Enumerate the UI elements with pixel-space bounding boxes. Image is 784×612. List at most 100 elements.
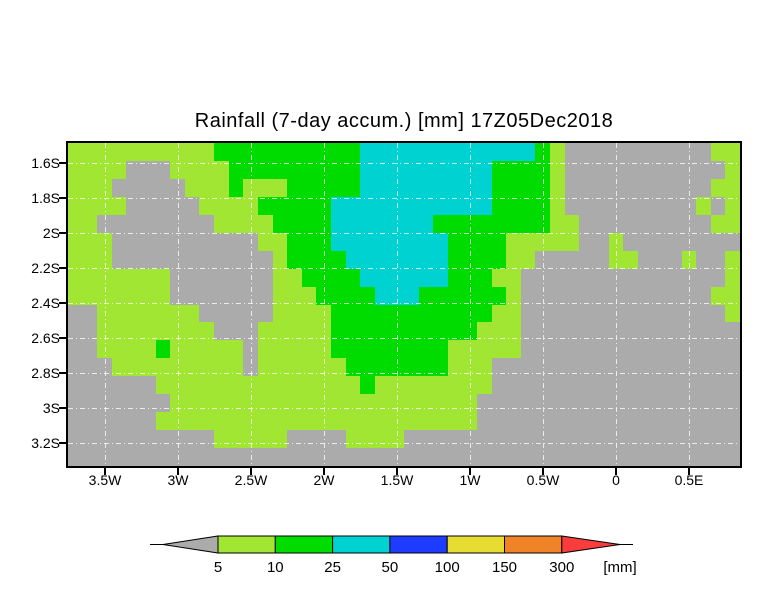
grid-cell	[214, 232, 229, 251]
grid-cell	[520, 268, 536, 287]
grid-cell	[506, 160, 521, 179]
grid-cell	[418, 178, 434, 197]
grid-cell	[184, 358, 200, 377]
grid-cell	[155, 358, 171, 377]
y-axis-tick-mark	[59, 232, 66, 234]
grid-cell	[564, 178, 580, 197]
y-axis-tick-mark	[59, 372, 66, 374]
grid-cell	[666, 304, 682, 323]
grid-cell	[725, 196, 740, 215]
grid-cell	[506, 304, 521, 323]
y-axis-tick-label: 1.8S	[31, 190, 60, 206]
grid-cell	[170, 232, 185, 251]
grid-cell	[301, 196, 317, 215]
grid-cell	[272, 214, 288, 233]
grid-cell	[433, 412, 448, 431]
grid-cell	[593, 358, 609, 377]
grid-cell	[330, 322, 346, 341]
grid-cell	[228, 304, 244, 323]
y-axis-tick-label: 3S	[42, 400, 60, 416]
grid-cell	[374, 268, 390, 287]
grid-cell	[272, 430, 288, 449]
grid-cell	[214, 143, 229, 161]
grid-cell	[593, 376, 609, 395]
grid-cell	[111, 358, 127, 377]
grid-cell	[535, 394, 551, 413]
grid-cell	[520, 214, 536, 233]
grid-cell	[418, 160, 434, 179]
grid-cell	[155, 196, 171, 215]
grid-cell	[199, 268, 215, 287]
grid-cell	[272, 376, 288, 395]
grid-cell	[243, 286, 258, 305]
legend-segment	[446, 535, 506, 554]
x-axis-tick-label: 3W	[167, 472, 189, 488]
grid-cell	[696, 340, 711, 359]
grid-cell	[433, 178, 448, 197]
grid-cell	[666, 250, 682, 269]
grid-cell	[287, 322, 302, 341]
grid-cell	[389, 448, 404, 466]
grid-cell	[272, 448, 288, 466]
grid-cell	[330, 304, 346, 323]
grid-cell	[170, 286, 185, 305]
grid-cell	[491, 268, 507, 287]
grid-cell	[652, 430, 667, 449]
grid-cell	[404, 214, 419, 233]
grid-cell	[535, 268, 551, 287]
legend-segment	[332, 535, 391, 554]
grid-cell	[579, 412, 594, 431]
grid-cell	[681, 376, 697, 395]
gridline-horizontal	[68, 373, 740, 374]
grid-cell	[623, 160, 638, 179]
grid-cell	[725, 214, 740, 233]
grid-cell	[550, 430, 565, 449]
grid-cell	[506, 340, 521, 359]
grid-cell	[564, 143, 580, 161]
grid-cell	[360, 340, 375, 359]
gridline-vertical	[543, 143, 544, 466]
grid-cell	[608, 178, 624, 197]
grid-cell	[637, 430, 653, 449]
grid-cell	[228, 268, 244, 287]
grid-cell	[389, 376, 404, 395]
grid-cell	[68, 358, 83, 377]
grid-cell	[243, 394, 258, 413]
grid-cell	[477, 214, 492, 233]
grid-cell	[170, 322, 185, 341]
grid-cell	[155, 430, 171, 449]
legend-segment	[274, 535, 334, 554]
grid-cell	[520, 286, 536, 305]
grid-cell	[462, 196, 478, 215]
grid-cell	[491, 430, 507, 449]
grid-cell	[491, 178, 507, 197]
grid-cell	[418, 340, 434, 359]
grid-cell	[374, 143, 390, 161]
grid-cell	[535, 232, 551, 251]
grid-cell	[491, 196, 507, 215]
grid-cell	[637, 394, 653, 413]
grid-cell	[652, 394, 667, 413]
grid-cell	[404, 358, 419, 377]
grid-cell	[360, 358, 375, 377]
grid-cell	[477, 394, 492, 413]
grid-cell	[141, 448, 156, 466]
grid-cell	[301, 214, 317, 233]
grid-cell	[287, 250, 302, 269]
grid-cell	[214, 412, 229, 431]
grid-cell	[126, 196, 142, 215]
grid-cell	[214, 196, 229, 215]
grid-cell	[623, 250, 638, 269]
grid-cell	[418, 196, 434, 215]
grid-cell	[506, 143, 521, 161]
legend-threshold-label: 25	[324, 559, 341, 576]
grid-cell	[564, 304, 580, 323]
grid-cell	[389, 322, 404, 341]
grid-cell	[199, 448, 215, 466]
grid-cell	[243, 268, 258, 287]
gridline-horizontal	[68, 443, 740, 444]
grid-cell	[316, 196, 331, 215]
grid-cell	[111, 250, 127, 269]
grid-cell	[681, 394, 697, 413]
grid-cell	[418, 214, 434, 233]
